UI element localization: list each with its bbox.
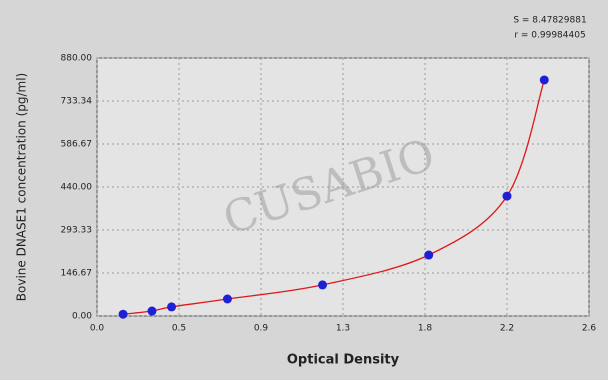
data-point (318, 280, 327, 290)
data-point (539, 75, 549, 85)
annotation: r = 0.99984405 (514, 31, 585, 41)
x-tick-label: 2.2 (500, 324, 514, 334)
annotation: S = 8.47829881 (513, 16, 586, 26)
data-point (424, 250, 434, 260)
x-tick-label: 0.9 (254, 324, 269, 334)
y-tick-label: 440.00 (61, 183, 93, 193)
data-point (167, 302, 177, 312)
data-point (502, 191, 512, 201)
x-tick-label: 0.5 (172, 324, 186, 334)
data-point (118, 309, 128, 319)
y-tick-label: 293.33 (61, 226, 93, 236)
x-tick-label: 1.8 (418, 324, 433, 334)
x-tick-label: 1.3 (336, 324, 350, 334)
y-tick-label: 146.67 (61, 268, 93, 278)
y-tick-label: 0.00 (72, 312, 92, 322)
y-tick-label: 733.34 (61, 96, 93, 106)
x-tick-label: 2.6 (582, 324, 597, 334)
y-tick-label: 586.67 (61, 139, 93, 149)
data-point (147, 306, 157, 316)
y-axis-label: Bovine DNASE1 concentration (pg/ml) (15, 73, 29, 301)
data-point (222, 294, 232, 304)
x-tick-label: 0.0 (90, 324, 105, 334)
y-tick-label: 880.00 (61, 54, 93, 64)
x-axis-label: Optical Density (287, 353, 400, 368)
